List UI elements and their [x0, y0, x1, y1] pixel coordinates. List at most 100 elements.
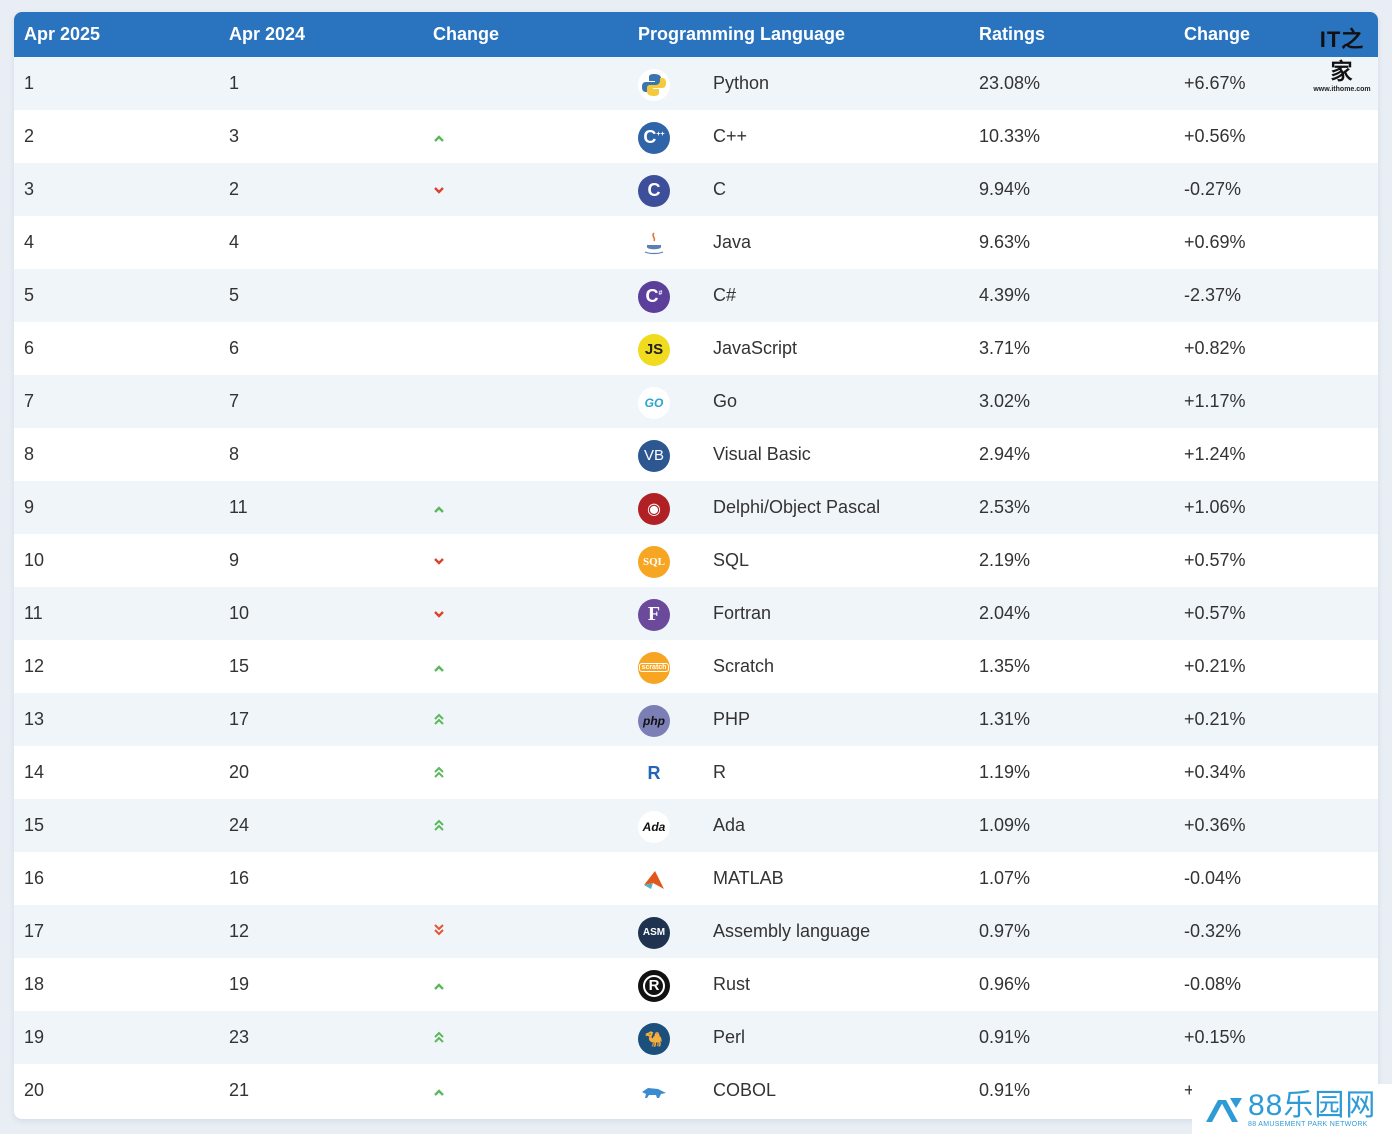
language-name[interactable]: C#: [713, 285, 737, 305]
visual-basic-logo-icon: VB: [638, 439, 670, 472]
rating-change: +1.24%: [1184, 444, 1246, 464]
table-row[interactable]: 12 15 scratch Scratch 1.35% +0.21%: [14, 640, 1378, 693]
rating-change: +: [1184, 1080, 1195, 1100]
cobol-logo-icon: [638, 1075, 670, 1108]
table-row[interactable]: 2 3 C++ C++ 10.33% +0.56%: [14, 110, 1378, 163]
language-name[interactable]: Assembly language: [713, 921, 871, 941]
trend-up-icon: [433, 977, 445, 993]
cpp-logo-icon: C++: [638, 121, 670, 154]
table-row[interactable]: 18 19 R Rust 0.96% -0.08%: [14, 958, 1378, 1011]
rating-value: 9.63%: [979, 232, 1031, 252]
language-name[interactable]: Rust: [713, 974, 751, 994]
ithome-url: www.ithome.com: [1313, 86, 1371, 93]
rank-previous: 16: [229, 868, 250, 888]
table-row[interactable]: 6 6 JS JavaScript 3.71% +0.82%: [14, 322, 1378, 375]
rank-current: 3: [24, 179, 35, 199]
language-name[interactable]: Perl: [713, 1027, 746, 1047]
language-name[interactable]: Python: [713, 73, 770, 93]
trend-double-down-icon: [433, 924, 445, 940]
header-programming-language[interactable]: Programming Language: [638, 24, 846, 44]
language-name[interactable]: Ada: [713, 815, 746, 835]
language-name[interactable]: PHP: [713, 709, 751, 729]
language-name[interactable]: Java: [713, 232, 752, 252]
rating-value: 2.19%: [979, 550, 1031, 570]
table-row[interactable]: 19 23 🐪 Perl 0.91% +0.15%: [14, 1011, 1378, 1064]
site88-tagline: 88 AMUSEMENT PARK NETWORK: [1248, 1120, 1368, 1128]
header-apr-2024[interactable]: Apr 2024: [229, 24, 306, 44]
rank-current: 16: [24, 868, 45, 888]
language-name[interactable]: Visual Basic: [713, 444, 811, 464]
rating-change: -0.04%: [1184, 868, 1242, 888]
trend-cell: [433, 978, 445, 992]
rank-current: 5: [24, 285, 35, 305]
rank-current: 1: [24, 73, 35, 93]
table-row[interactable]: 1 1 Python 23.08% +6.67%: [14, 57, 1378, 110]
table-header-row: Apr 2025 Apr 2024 Change Programming Lan…: [14, 12, 1378, 57]
rank-current: 18: [24, 974, 45, 994]
table-row[interactable]: 15 24 Ada Ada 1.09% +0.36%: [14, 799, 1378, 852]
table-row[interactable]: 10 9 SQL SQL 2.19% +0.57%: [14, 534, 1378, 587]
language-name[interactable]: COBOL: [713, 1080, 777, 1100]
trend-cell: [433, 501, 445, 515]
rank-previous: 3: [229, 126, 240, 146]
java-logo-icon: [638, 227, 670, 260]
rating-change: +0.57%: [1184, 550, 1246, 570]
language-name[interactable]: Go: [713, 391, 738, 411]
rating-change: +0.57%: [1184, 603, 1246, 623]
rank-current: 7: [24, 391, 35, 411]
trend-cell: [433, 818, 445, 833]
header-change[interactable]: Change: [433, 24, 500, 44]
language-name[interactable]: R: [713, 762, 726, 782]
table-row[interactable]: 9 11 ◉ Delphi/Object Pascal 2.53% +1.06%: [14, 481, 1378, 534]
language-icon-cell: Ada: [638, 809, 670, 843]
fortran-logo-icon: F: [638, 598, 670, 631]
language-name[interactable]: C: [713, 179, 726, 199]
trend-cell: [433, 1084, 445, 1098]
php-logo-icon: php: [638, 704, 670, 737]
language-name[interactable]: SQL: [713, 550, 750, 570]
javascript-logo-icon: JS: [638, 333, 670, 366]
language-name[interactable]: C++: [713, 126, 748, 146]
rating-change: +0.21%: [1184, 709, 1246, 729]
trend-cell: [433, 924, 445, 939]
table-row[interactable]: 17 12 ASM Assembly language 0.97% -0.32%: [14, 905, 1378, 958]
language-name[interactable]: Fortran: [713, 603, 772, 623]
rank-previous: 9: [229, 550, 240, 570]
table-row[interactable]: 11 10 F Fortran 2.04% +0.57%: [14, 587, 1378, 640]
header-apr-2025[interactable]: Apr 2025: [24, 24, 101, 44]
table-row[interactable]: 3 2 C C 9.94% -0.27%: [14, 163, 1378, 216]
rank-current: 14: [24, 762, 45, 782]
trend-cell: [433, 130, 445, 144]
language-name[interactable]: Delphi/Object Pascal: [713, 497, 881, 517]
table-row[interactable]: 13 17 php PHP 1.31% +0.21%: [14, 693, 1378, 746]
rating-value: 2.04%: [979, 603, 1031, 623]
rating-value: 1.19%: [979, 762, 1031, 782]
table-row[interactable]: 8 8 VB Visual Basic 2.94% +1.24%: [14, 428, 1378, 481]
language-icon-cell: C++: [638, 120, 670, 154]
rank-previous: 15: [229, 656, 250, 676]
go-logo-icon: GO: [638, 386, 670, 419]
trend-cell: [433, 554, 445, 568]
table-row[interactable]: 4 4 Java 9.63% +0.69%: [14, 216, 1378, 269]
trend-up-icon: [433, 659, 445, 675]
rating-change: -2.37%: [1184, 285, 1242, 305]
language-name[interactable]: JavaScript: [713, 338, 798, 358]
table-row[interactable]: 14 20 R R 1.19% +0.34%: [14, 746, 1378, 799]
table-row[interactable]: 16 16 MATLAB 1.07% -0.04%: [14, 852, 1378, 905]
trend-up-icon: [433, 1083, 445, 1099]
rating-value: 1.31%: [979, 709, 1031, 729]
table-row[interactable]: 5 5 C# C# 4.39% -2.37%: [14, 269, 1378, 322]
header-ratings-change[interactable]: Change: [1184, 24, 1251, 44]
table-row[interactable]: 20 21 COBOL 0.91% +: [14, 1064, 1378, 1117]
rating-value: 2.94%: [979, 444, 1031, 464]
table-row[interactable]: 7 7 GO Go 3.02% +1.17%: [14, 375, 1378, 428]
language-name[interactable]: MATLAB: [713, 868, 784, 888]
rating-change: -0.08%: [1184, 974, 1242, 994]
language-name[interactable]: Scratch: [713, 656, 775, 676]
language-icon-cell: [638, 862, 670, 896]
header-ratings[interactable]: Ratings: [979, 24, 1046, 44]
rank-current: 12: [24, 656, 45, 676]
rating-change: +1.17%: [1184, 391, 1246, 411]
perl-logo-icon: 🐪: [638, 1022, 670, 1055]
